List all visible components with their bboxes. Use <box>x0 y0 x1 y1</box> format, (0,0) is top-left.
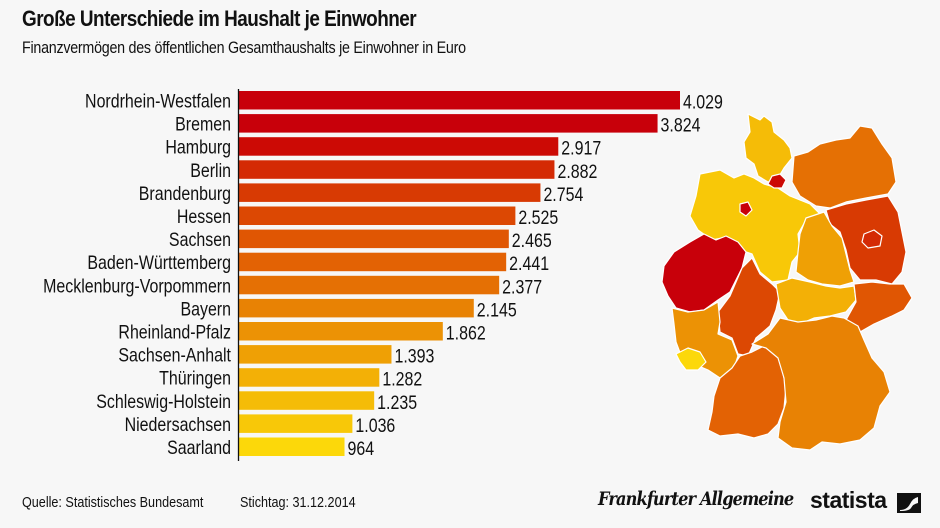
value-label-15: 964 <box>348 438 375 460</box>
bar-1 <box>239 114 658 133</box>
statista-icon <box>897 493 921 513</box>
category-label-4: Brandenburg <box>139 183 231 205</box>
date-note: Stichtag: 31.12.2014 <box>240 494 356 511</box>
chart-subtitle: Finanzvermögen des öffentlichen Gesamtha… <box>22 38 466 57</box>
bar-chart: Nordrhein-Westfalen 4.029 Bremen 3.824 Hambu… <box>43 89 723 461</box>
category-label-7: Baden-Württemberg <box>87 252 231 274</box>
value-label-6: 2.465 <box>512 230 552 252</box>
value-label-8: 2.377 <box>502 276 542 298</box>
map-region-hessen <box>717 257 781 357</box>
bar-0 <box>239 91 680 110</box>
value-label-9: 2.145 <box>477 299 517 321</box>
bar-15 <box>239 437 345 456</box>
value-label-1: 3.824 <box>661 114 701 136</box>
bar-14 <box>239 414 353 433</box>
map-region-saarland <box>675 347 707 371</box>
map-region-berlin <box>861 229 883 249</box>
value-label-0: 4.029 <box>683 91 723 113</box>
map-region-sachsen-anhalt <box>795 211 855 287</box>
bar-5 <box>239 206 516 225</box>
value-label-11: 1.393 <box>394 345 434 367</box>
value-label-2: 2.917 <box>561 137 601 159</box>
value-label-7: 2.441 <box>509 253 549 275</box>
category-label-3: Berlin <box>190 159 231 181</box>
bar-12 <box>239 368 380 387</box>
value-label-10: 1.862 <box>446 322 486 344</box>
map-region-schleswig-holstein <box>743 113 793 183</box>
value-label-3: 2.882 <box>557 160 597 182</box>
category-label-14: Niedersachsen <box>125 414 231 436</box>
source-note: Quelle: Statistisches Bundesamt <box>22 494 204 511</box>
value-label-4: 2.754 <box>543 184 583 206</box>
bar-10 <box>239 322 443 341</box>
bar-2 <box>239 137 559 156</box>
bar-3 <box>239 160 555 179</box>
map-region-bayern <box>751 315 891 451</box>
category-label-0: Nordrhein-Westfalen <box>85 90 231 112</box>
bar-8 <box>239 275 500 295</box>
value-label-13: 1.235 <box>377 391 417 413</box>
bar-11 <box>239 345 392 364</box>
bar-9 <box>239 298 474 318</box>
category-label-10: Rheinland-Pfalz <box>118 321 231 343</box>
category-label-5: Hessen <box>177 206 231 228</box>
map-region-baden-wuerttemberg <box>707 345 787 439</box>
chart-title: Große Unterschiede im Haushalt je Einwoh… <box>22 6 417 31</box>
bar-13 <box>239 391 375 410</box>
faz-logo: Frankfurter Allgemeine <box>598 488 794 510</box>
bar-7 <box>239 252 507 272</box>
category-label-1: Bremen <box>175 113 231 135</box>
category-label-8: Mecklenburg-Vorpommern <box>43 275 231 297</box>
category-label-15: Saarland <box>167 437 231 459</box>
map-region-sachsen <box>845 281 913 333</box>
category-label-11: Sachsen-Anhalt <box>118 344 231 366</box>
map-region-hamburg <box>767 173 787 189</box>
value-label-5: 2.525 <box>518 207 558 229</box>
map-region-bremen <box>739 201 753 217</box>
statista-logo: statista <box>810 487 887 513</box>
value-label-12: 1.282 <box>382 368 422 390</box>
category-label-6: Sachsen <box>169 229 231 251</box>
category-label-2: Hamburg <box>165 136 231 158</box>
bars-layer: Nordrhein-Westfalen 4.029 Bremen 3.824 Hambu… <box>43 90 723 459</box>
bar-6 <box>239 229 509 249</box>
category-label-9: Bayern <box>180 298 231 320</box>
category-label-12: Thüringen <box>159 367 231 389</box>
bar-4 <box>239 183 541 202</box>
value-label-14: 1.036 <box>355 415 395 437</box>
map-region-mecklenburg-vorpommern <box>791 125 897 209</box>
germany-map <box>661 113 913 451</box>
category-label-13: Schleswig-Holstein <box>96 390 231 412</box>
